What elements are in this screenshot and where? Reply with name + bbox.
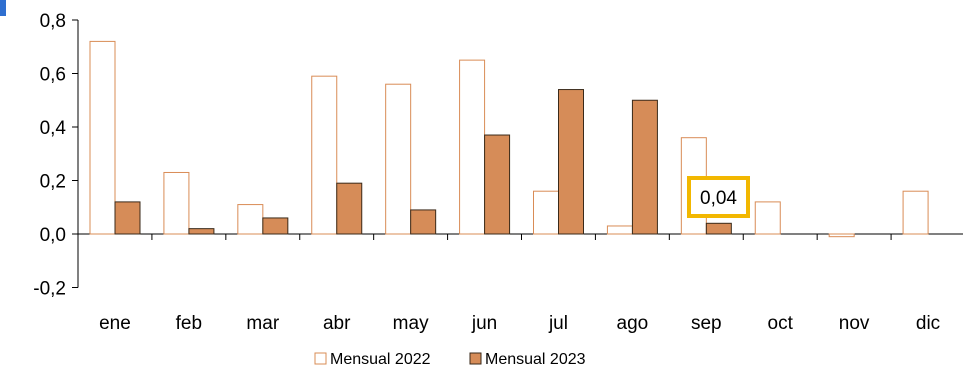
y-tick-label: 0,6	[40, 65, 66, 86]
x-tick-label: mar	[246, 313, 279, 334]
x-tick-label: may	[393, 313, 429, 334]
callout-box	[687, 176, 750, 218]
legend-swatch-2023	[469, 352, 482, 365]
bar-2022-oct	[754, 201, 781, 235]
bar-2022-jun	[459, 59, 486, 235]
bar-2023-mar	[262, 217, 289, 235]
x-tick-label: jul	[548, 313, 568, 334]
bar-2022-ago	[606, 225, 633, 235]
bar-2022-dic	[902, 190, 929, 235]
bar-2022-abr	[311, 75, 338, 235]
y-tick-label: 0,2	[40, 172, 66, 193]
x-tick-label: sep	[691, 313, 722, 334]
y-tick-label: 0,4	[40, 118, 67, 139]
bar-2022-feb	[163, 171, 190, 235]
x-tick-label: ago	[617, 313, 649, 334]
bar-2022-nov	[828, 233, 855, 238]
axes	[72, 19, 963, 288]
bar-2023-feb	[188, 228, 215, 235]
legend-swatch-2022	[314, 352, 327, 365]
bar-2022-may	[385, 83, 412, 235]
bar-2023-ene	[114, 201, 141, 235]
bars	[89, 40, 929, 238]
legend-label-2023: Mensual 2023	[485, 351, 586, 368]
x-tick-label: dic	[916, 313, 940, 334]
bar-2022-ene	[89, 40, 116, 235]
bar-2023-jun	[484, 134, 511, 235]
y-tick-label: 0,0	[40, 225, 66, 246]
bar-2023-jul	[558, 89, 584, 235]
y-tick-label: 0,8	[40, 11, 66, 32]
callout-text: 0,04	[700, 188, 737, 209]
corner-marker	[0, 0, 6, 16]
tick-labels: -0,2 0,0 0,2 0,4 0,6 0,8 ene feb mar abr may jun jul…	[33, 11, 940, 334]
bar-2022-jul	[533, 190, 559, 235]
x-tick-label: abr	[323, 313, 351, 334]
bar-2022-mar	[237, 204, 264, 235]
bar-2023-sep	[705, 222, 732, 235]
y-tick-label: -0,2	[33, 279, 66, 300]
bar-2023-abr	[336, 182, 363, 235]
x-tick-label: ene	[99, 313, 131, 334]
x-tick-label: jun	[471, 313, 497, 334]
bar-2023-ago	[631, 99, 658, 235]
bar-2023-may	[410, 209, 437, 235]
legend: Mensual 2022 Mensual 2023	[314, 351, 586, 368]
x-tick-label: nov	[839, 313, 870, 334]
x-tick-label: oct	[768, 313, 794, 334]
legend-label-2022: Mensual 2022	[330, 351, 431, 368]
value-callout: 0,04	[687, 176, 750, 218]
x-tick-label: feb	[176, 313, 202, 334]
